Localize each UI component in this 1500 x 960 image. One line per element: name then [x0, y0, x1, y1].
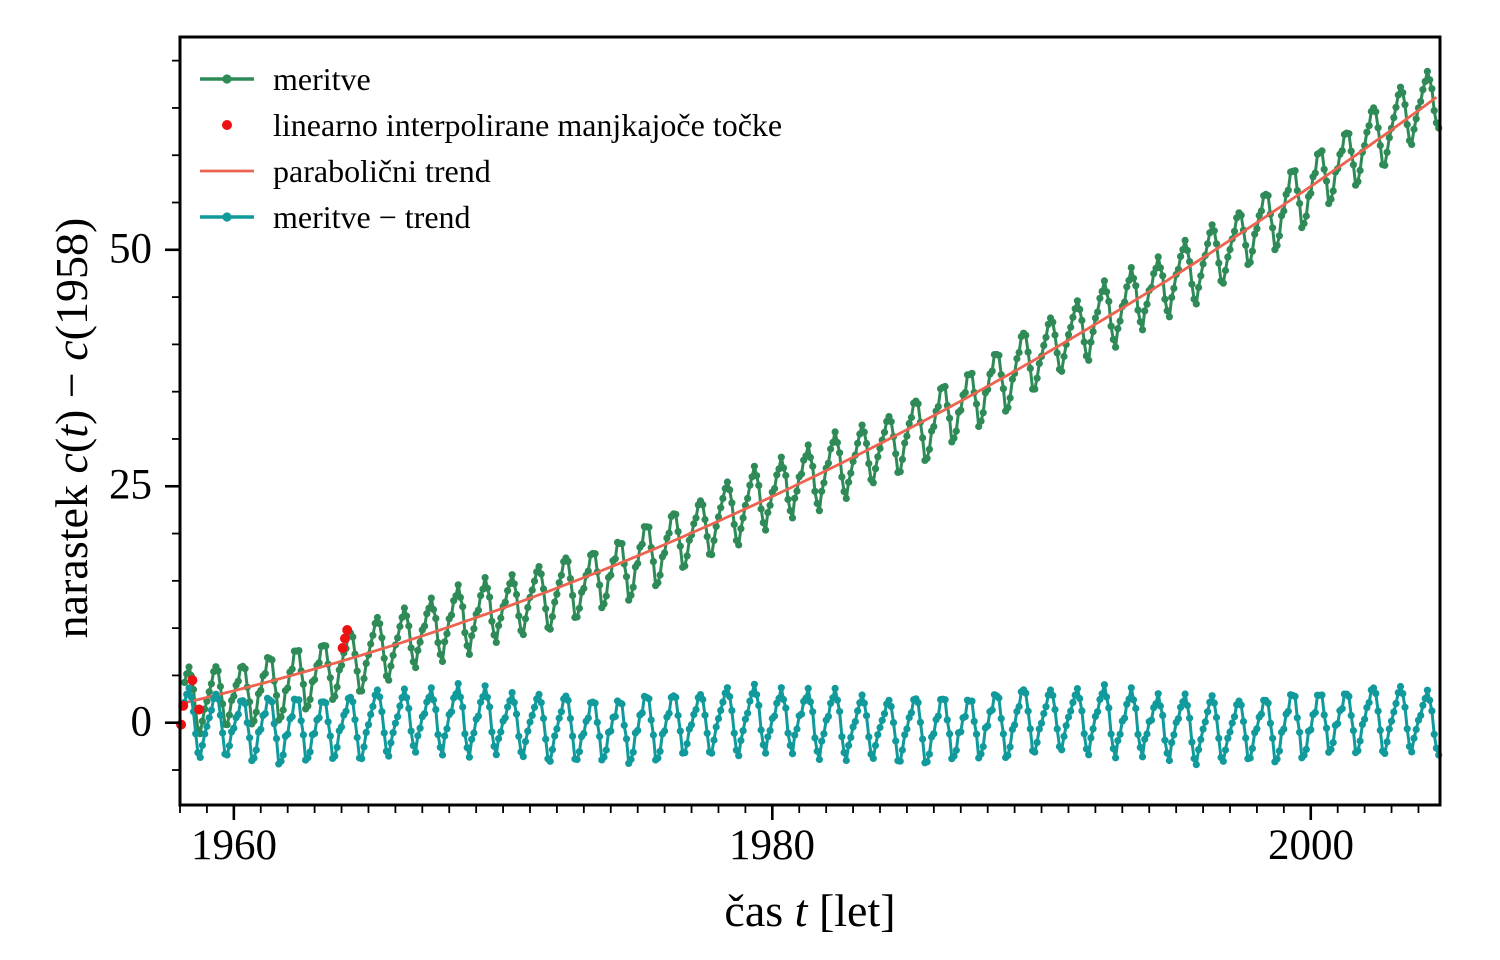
x-tick-label-2000: 2000 — [1268, 822, 1354, 869]
x-tick-label-1960: 1960 — [191, 822, 277, 869]
legend-label-2: parabolični trend — [273, 152, 491, 189]
legend-marker-2 — [200, 169, 254, 173]
series-residual — [180, 680, 1443, 769]
legend-item-1: linearno interpolirane manjkajoče točke — [198, 102, 782, 148]
y-tick-label-0: 0 — [130, 698, 153, 746]
label-text: ) − — [46, 360, 97, 426]
legend-label-3: meritve − trend — [273, 198, 471, 235]
label-text: [let] — [807, 885, 896, 936]
math-var: c — [46, 340, 97, 361]
math-var: t — [794, 885, 808, 936]
y-tick-label-50: 50 — [109, 225, 152, 273]
legend: meritve linearno interpolirane manjkajoče… — [198, 56, 782, 240]
legend-item-2: parabolični trend — [198, 148, 782, 194]
y-axis-label: narastek c(t) − c(1958) — [46, 217, 97, 639]
legend-label-0: meritve — [273, 60, 371, 97]
y-tick-label-25: 25 — [109, 461, 152, 509]
legend-item-3: meritve − trend — [198, 194, 782, 240]
label-text: (1958) — [46, 217, 97, 341]
label-text: narastek — [46, 473, 97, 639]
legend-marker-1 — [222, 120, 232, 130]
math-var: c — [46, 453, 97, 474]
plot-border — [178, 35, 1442, 807]
label-text: čas — [724, 885, 795, 936]
x-axis-label: čas t [let] — [724, 888, 895, 934]
x-tick-label-1980: 1980 — [729, 822, 815, 869]
legend-item-0: meritve — [198, 56, 782, 102]
math-var: t — [46, 425, 97, 438]
legend-marker-3 — [200, 212, 254, 222]
label-text: ( — [46, 437, 97, 454]
series-trend — [184, 96, 1438, 705]
legend-label-1: linearno interpolirane manjkajoče točke — [273, 106, 783, 143]
series-meritve — [180, 67, 1443, 738]
legend-marker-0 — [200, 74, 254, 84]
